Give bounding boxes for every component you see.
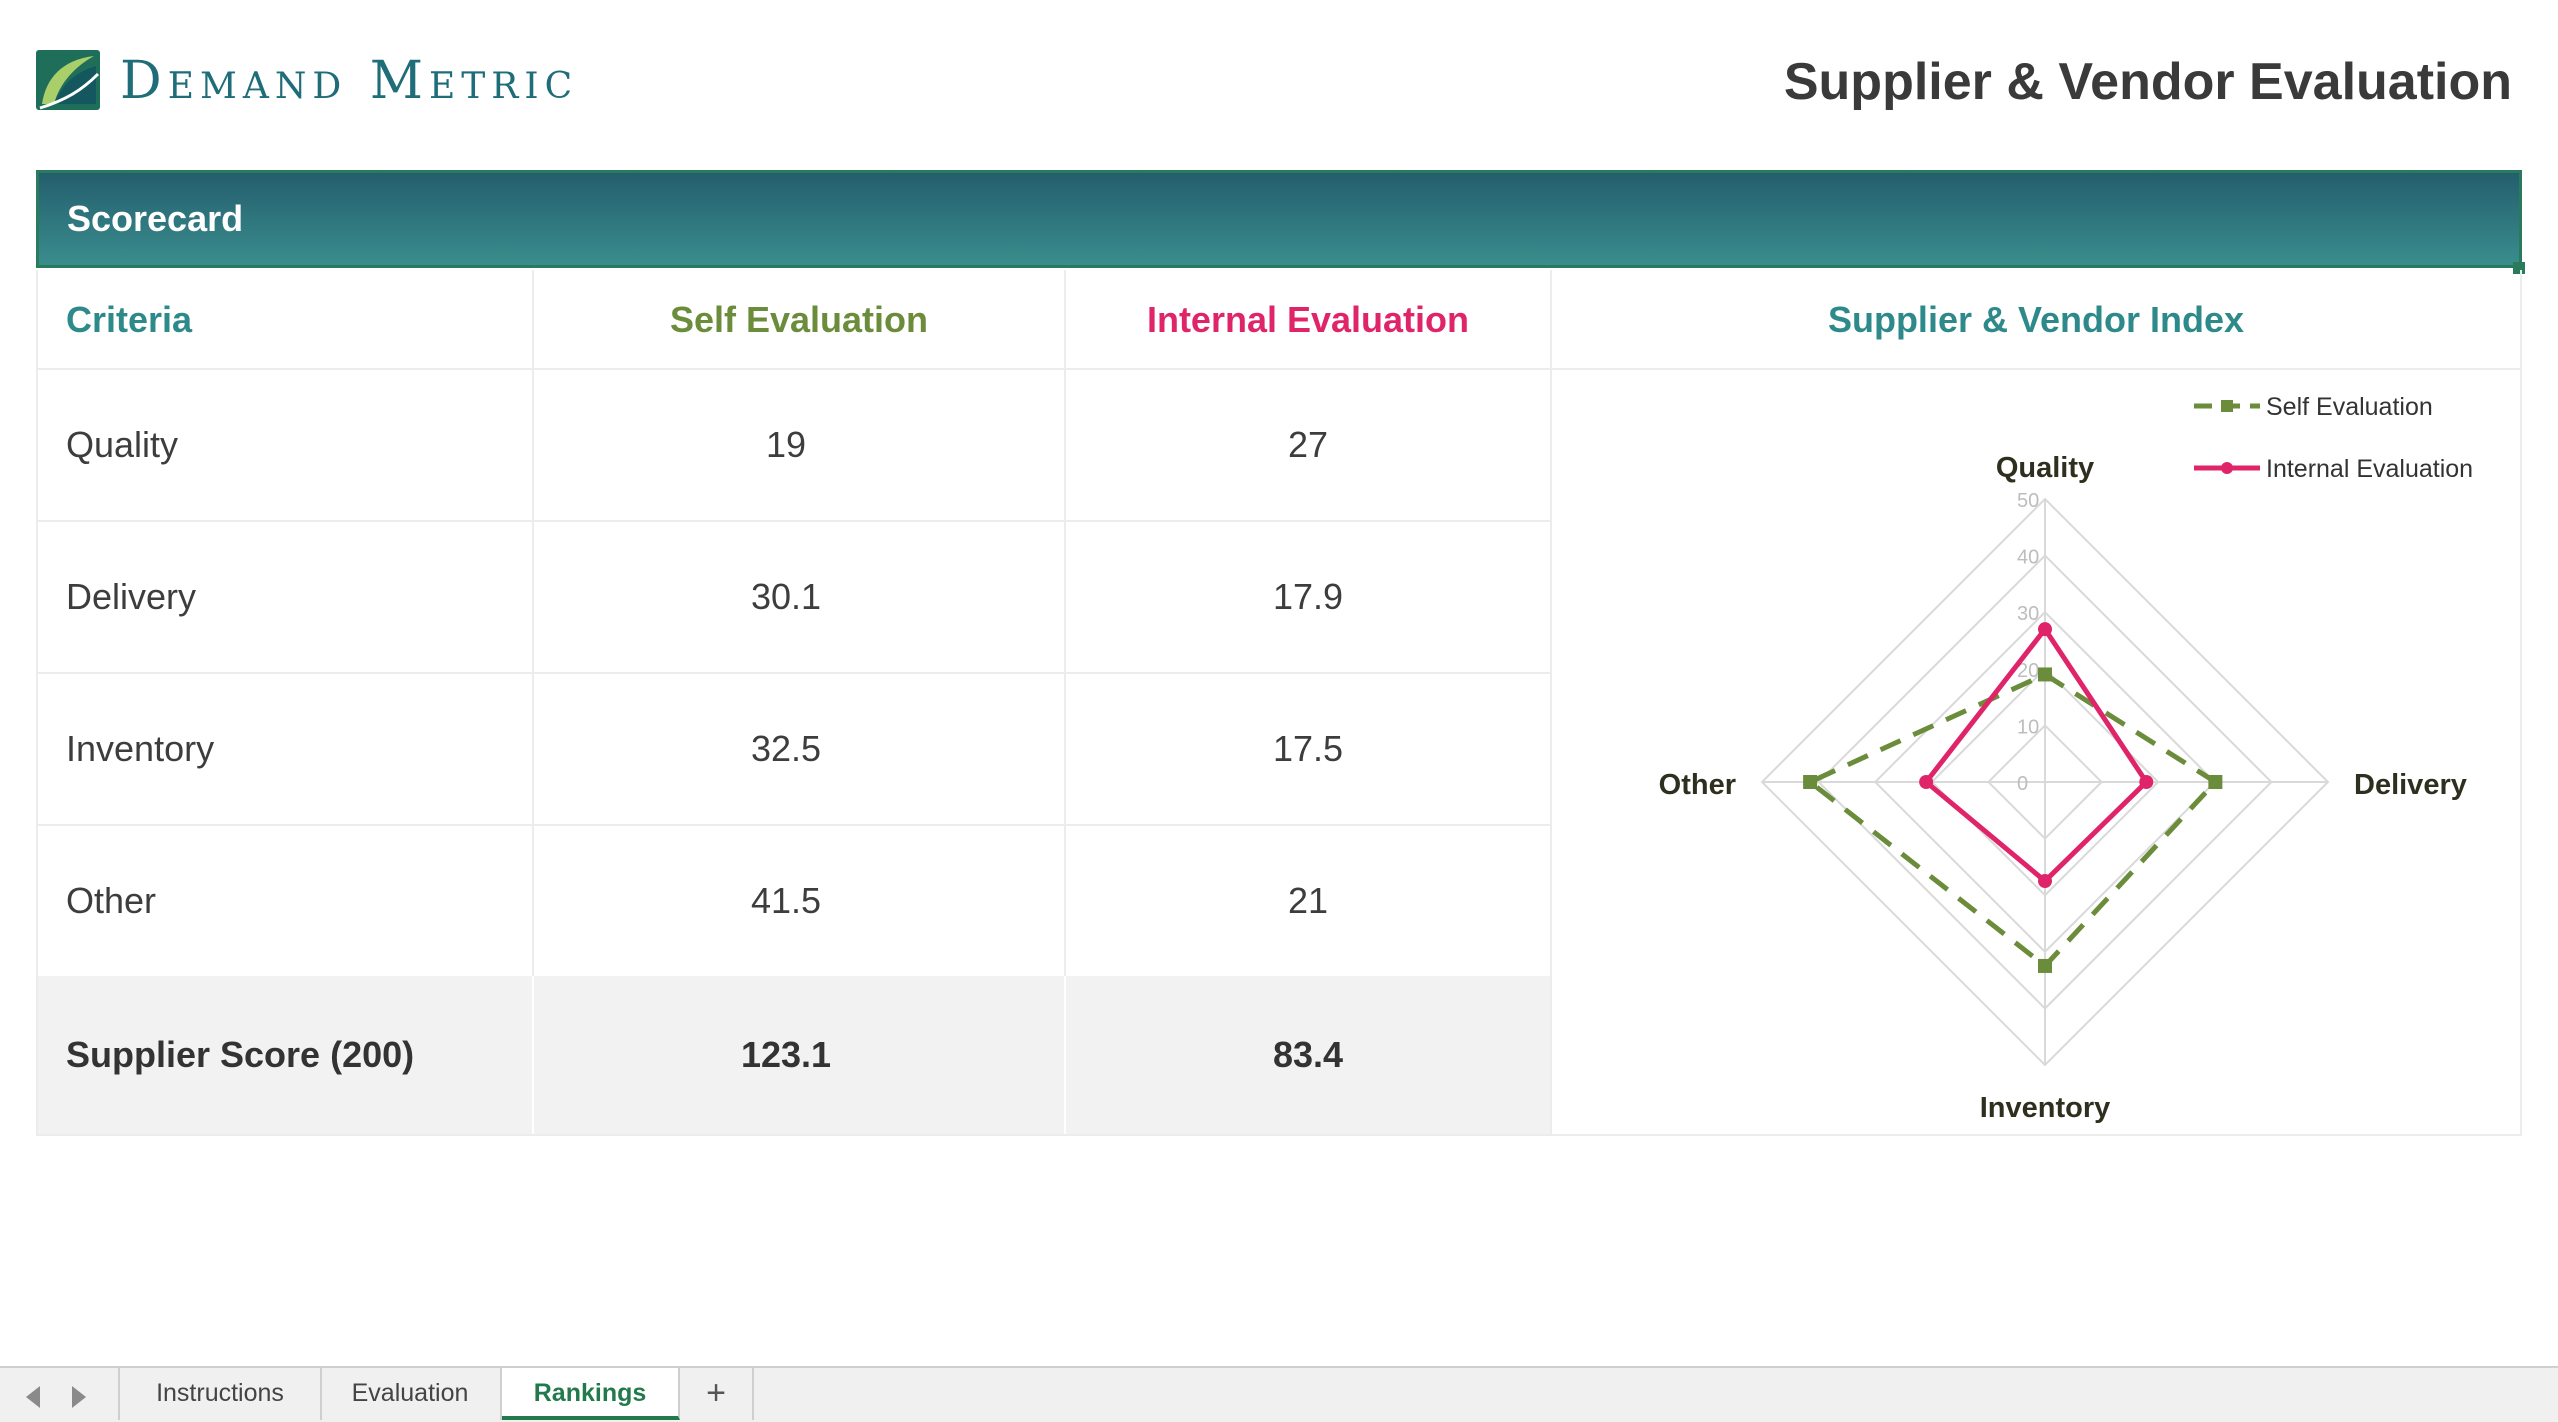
self-score-cell: 19 — [765, 424, 807, 465]
logo-mark-icon — [36, 50, 100, 110]
internal-score-cell: 17.5 — [1272, 728, 1344, 769]
radar-chart-svg: 0 10 20 30 40 50 Quality Delivery Inventory Othe… — [1659, 393, 2473, 1124]
radar-point — [1803, 775, 1818, 789]
header-internal-evaluation: Internal Evaluation — [1146, 299, 1470, 340]
score-label: Supplier Score (200) — [66, 1034, 415, 1075]
radar-point — [2038, 667, 2052, 682]
tab-rankings[interactable]: Rankings — [502, 1368, 680, 1420]
internal-score-cell: 21 — [1287, 880, 1329, 921]
header-index: Supplier & Vendor Index — [1827, 299, 2245, 340]
legend-marker — [2221, 400, 2233, 412]
brand-name: Demand Metric — [120, 51, 579, 111]
self-score-cell: 41.5 — [750, 880, 822, 921]
radar-tick-label: 0 — [2017, 773, 2028, 795]
radar-tick-label: 50 — [2017, 490, 2039, 512]
legend-label: Self Evaluation — [2266, 393, 2433, 421]
page-title: Supplier & Vendor Evaluation — [1783, 53, 2512, 111]
radar-point — [2038, 622, 2052, 637]
radar-point — [1919, 775, 1934, 789]
internal-score-cell: 17.9 — [1272, 576, 1344, 617]
radar-axis-label-other: Other — [1659, 769, 1736, 801]
scroll-left-icon[interactable] — [26, 1386, 40, 1408]
scroll-right-icon[interactable] — [72, 1386, 86, 1408]
brand-logo: Demand Metric — [36, 50, 736, 114]
section-banner[interactable]: Scorecard — [36, 170, 2522, 268]
radar-axis-label-delivery: Delivery — [2354, 769, 2467, 801]
self-score-cell: 30.1 — [750, 576, 822, 617]
supplier-score-row[interactable]: Supplier Score (200) 123.1 83.4 — [38, 976, 1550, 1134]
radar-tick-label: 10 — [2017, 716, 2039, 738]
radar-tick-label: 40 — [2017, 547, 2039, 569]
sheet-tab-bar: Instructions Evaluation Rankings + — [0, 1366, 2558, 1422]
self-total-cell: 123.1 — [740, 1034, 832, 1075]
table-row[interactable]: Inventory 32.5 17.5 — [38, 674, 1550, 824]
criteria-cell: Delivery — [66, 576, 197, 617]
radar-axis-label-quality: Quality — [1996, 452, 2094, 484]
radar-point — [2038, 958, 2052, 973]
header-self-evaluation: Self Evaluation — [669, 299, 929, 340]
tab-instructions[interactable]: Instructions — [118, 1368, 322, 1420]
legend-label: Internal Evaluation — [2266, 455, 2473, 483]
radar-series-line — [1807, 671, 2218, 969]
internal-total-cell: 83.4 — [1272, 1034, 1344, 1075]
header-criteria: Criteria — [66, 299, 193, 340]
radar-axis-label-inventory: Inventory — [1980, 1092, 2111, 1124]
internal-score-cell: 27 — [1287, 424, 1329, 465]
radar-point — [2139, 775, 2154, 789]
radar-point — [2038, 874, 2052, 889]
add-sheet-button[interactable]: + — [680, 1368, 754, 1420]
selection-handle[interactable] — [2513, 262, 2525, 274]
section-title: Scorecard — [67, 198, 244, 239]
radar-tick-label: 20 — [2017, 660, 2039, 682]
table-row[interactable]: Other 41.5 21 — [38, 826, 1550, 976]
table-row[interactable]: Delivery 30.1 17.9 — [38, 522, 1550, 672]
tab-evaluation[interactable]: Evaluation — [320, 1368, 502, 1420]
self-score-cell: 32.5 — [750, 728, 822, 769]
radar-point — [2208, 775, 2223, 789]
legend-marker — [2221, 462, 2233, 474]
criteria-cell: Inventory — [66, 728, 215, 769]
radar-tick-label: 30 — [2017, 603, 2039, 625]
radar-chart[interactable]: 0 10 20 30 40 50 Quality Delivery Inventory Othe… — [1552, 370, 2522, 1136]
criteria-cell: Other — [66, 880, 157, 921]
criteria-cell: Quality — [66, 424, 179, 465]
table-row[interactable]: Quality 19 27 — [38, 370, 1550, 520]
